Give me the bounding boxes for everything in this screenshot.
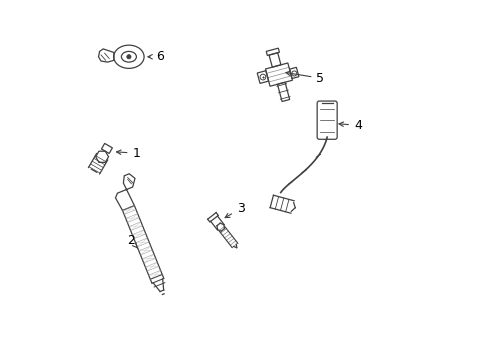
Circle shape — [127, 55, 131, 59]
Text: 3: 3 — [225, 202, 245, 217]
Text: 4: 4 — [339, 119, 362, 132]
Text: 6: 6 — [148, 50, 164, 63]
Text: 1: 1 — [117, 147, 140, 160]
Text: 2: 2 — [127, 234, 138, 248]
Text: 5: 5 — [286, 71, 324, 85]
